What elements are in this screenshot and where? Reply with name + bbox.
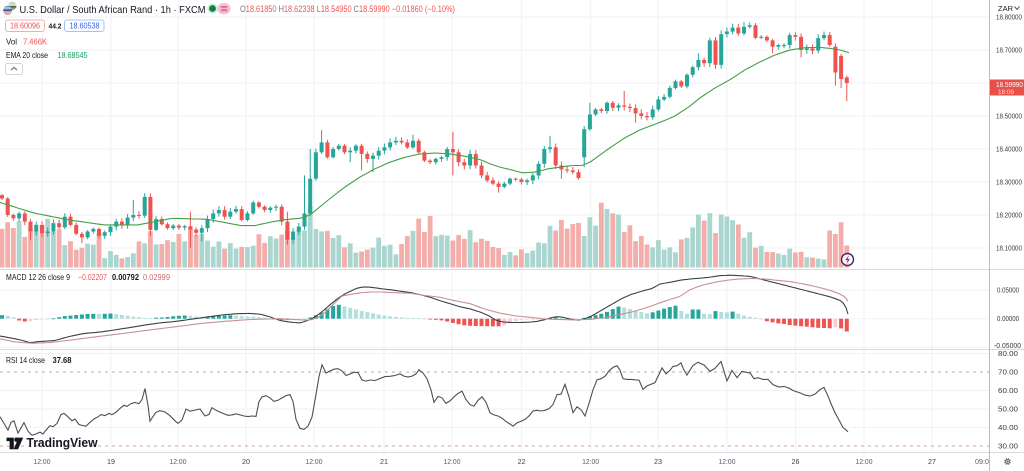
svg-text:37.68: 37.68: [53, 355, 72, 365]
svg-text:30.00: 30.00: [998, 443, 1018, 450]
svg-text:18.20000: 18.20000: [996, 212, 1022, 219]
svg-text:44.2: 44.2: [49, 24, 62, 31]
svg-text:Vol: Vol: [6, 37, 17, 47]
svg-text:O18.61850 H18.62338 L18.54950: O18.61850 H18.62338 L18.54950 C18.59990 …: [240, 4, 455, 14]
svg-text:21: 21: [380, 459, 388, 466]
svg-text:40.00: 40.00: [998, 425, 1018, 432]
svg-text:0.00000: 0.00000: [997, 316, 1019, 323]
svg-text:20: 20: [242, 459, 250, 466]
svg-text:18.10000: 18.10000: [996, 245, 1022, 252]
svg-text:27: 27: [928, 459, 936, 466]
svg-text:ZAR: ZAR: [998, 4, 1014, 13]
svg-text:12:00: 12:00: [34, 459, 51, 466]
svg-text:12:00: 12:00: [582, 459, 599, 466]
svg-text:23: 23: [654, 459, 662, 466]
svg-text:18.40000: 18.40000: [996, 146, 1022, 153]
svg-text:26: 26: [792, 459, 800, 466]
svg-text:22: 22: [518, 459, 526, 466]
svg-text:60.00: 60.00: [998, 388, 1018, 395]
svg-text:18.30000: 18.30000: [996, 179, 1022, 186]
svg-text:RSI 14 close: RSI 14 close: [6, 355, 45, 365]
svg-text:18.60096: 18.60096: [10, 22, 40, 31]
svg-text:7.466K: 7.466K: [23, 37, 47, 47]
svg-text:−0.02207: −0.02207: [78, 272, 107, 282]
svg-text:18.60538: 18.60538: [70, 22, 100, 31]
svg-text:0.05000: 0.05000: [997, 287, 1019, 294]
svg-text:12:00: 12:00: [719, 459, 736, 466]
svg-text:09:0: 09:0: [975, 459, 989, 466]
svg-text:12:00: 12:00: [444, 459, 461, 466]
svg-text:70.00: 70.00: [998, 369, 1018, 376]
svg-text:U.S. Dollar / South African Ra: U.S. Dollar / South African Rand · 1h · …: [20, 4, 206, 16]
svg-text:12:00: 12:00: [856, 459, 873, 466]
svg-text:18.50000: 18.50000: [996, 113, 1022, 120]
svg-text:18.80000: 18.80000: [996, 14, 1022, 21]
svg-text:18.68545: 18.68545: [58, 50, 88, 60]
svg-text:0.00792: 0.00792: [112, 272, 139, 282]
svg-text:MACD 12 26 close 9: MACD 12 26 close 9: [6, 272, 70, 282]
svg-text:12:00: 12:00: [170, 459, 187, 466]
svg-text:TradingView: TradingView: [27, 436, 98, 450]
svg-text:19: 19: [107, 459, 115, 466]
svg-text:50.00: 50.00: [998, 406, 1018, 413]
svg-text:80.00: 80.00: [998, 351, 1018, 358]
svg-text:EMA 20 close: EMA 20 close: [6, 50, 48, 60]
svg-text:0.02999: 0.02999: [143, 272, 170, 282]
svg-text:18:06: 18:06: [998, 89, 1014, 96]
svg-text:12:00: 12:00: [306, 459, 323, 466]
svg-text:18.59990: 18.59990: [996, 82, 1023, 89]
svg-text:18.70000: 18.70000: [996, 47, 1022, 54]
svg-text:-0.05000: -0.05000: [994, 343, 1021, 350]
